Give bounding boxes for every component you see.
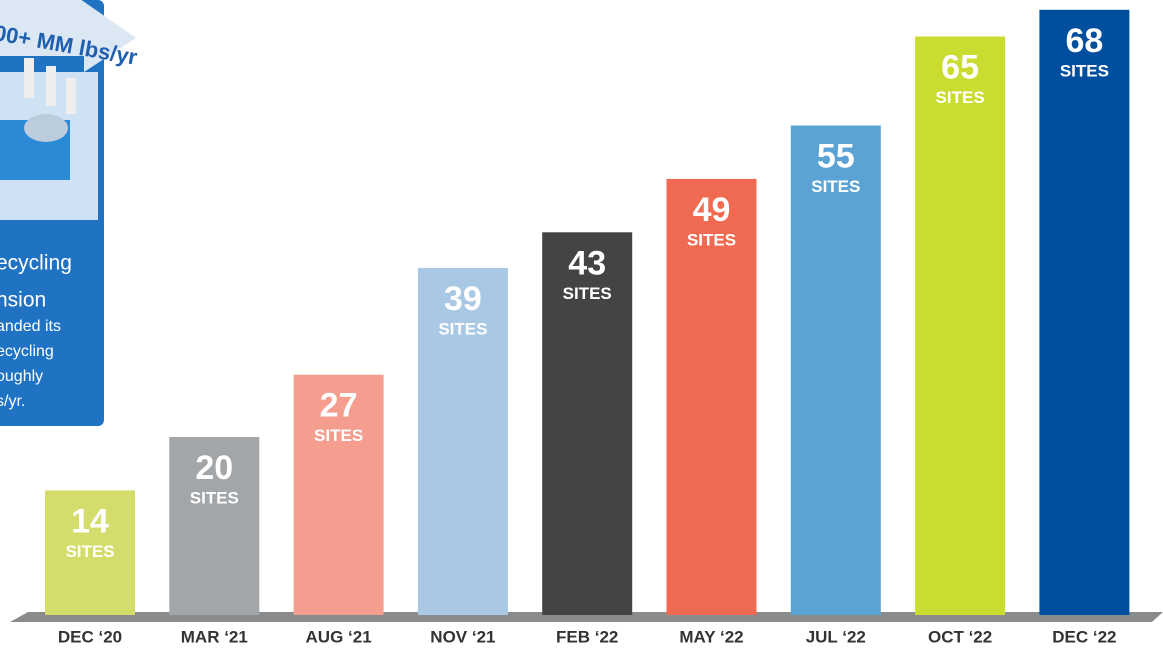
unit-label: SITES — [314, 426, 363, 445]
panel-heading: nsion — [0, 289, 46, 312]
value-label: 43 — [568, 244, 606, 282]
bar — [915, 37, 1005, 616]
bar — [1039, 10, 1129, 615]
unit-label: SITES — [936, 88, 985, 107]
unit-label: SITES — [1060, 61, 1109, 80]
chart: 00+ MM lbs/yr ecycling nsion anded itsec… — [0, 0, 1163, 649]
x-tick-label: MAY ‘22 — [679, 627, 743, 646]
value-label: 55 — [817, 137, 855, 175]
x-tick-label: DEC ‘22 — [1052, 627, 1116, 646]
unit-label: SITES — [65, 542, 114, 561]
chimney — [66, 78, 76, 114]
panel-text: oughly — [0, 368, 43, 385]
unit-label: SITES — [811, 177, 860, 196]
value-label: 65 — [941, 48, 979, 86]
value-label: 20 — [195, 449, 233, 487]
tank — [24, 114, 68, 142]
unit-label: SITES — [190, 488, 239, 507]
unit-label: SITES — [687, 230, 736, 249]
x-tick-label: AUG ‘21 — [306, 627, 372, 646]
value-label: 68 — [1065, 22, 1103, 60]
panel-text: ecycling — [0, 343, 54, 360]
x-tick-label: DEC ‘20 — [58, 627, 122, 646]
x-tick-label: OCT ‘22 — [928, 627, 992, 646]
value-label: 27 — [320, 387, 358, 425]
unit-label: SITES — [438, 319, 487, 338]
chimney — [46, 66, 56, 106]
x-tick-label: FEB ‘22 — [556, 627, 618, 646]
bar — [791, 126, 881, 616]
inset-panel: 00+ MM lbs/yr ecycling nsion anded itsec… — [0, 0, 140, 426]
panel-text: anded its — [0, 318, 61, 335]
x-tick-label: JUL ‘22 — [806, 627, 866, 646]
x-tick-label: MAR ‘21 — [181, 627, 248, 646]
value-label: 14 — [71, 502, 109, 540]
value-label: 39 — [444, 280, 482, 318]
x-tick-label: NOV ‘21 — [430, 627, 495, 646]
unit-label: SITES — [563, 284, 612, 303]
panel-text: s/yr. — [0, 393, 25, 410]
panel-heading: ecycling — [0, 252, 72, 275]
value-label: 49 — [693, 191, 731, 229]
chimney — [24, 58, 34, 98]
